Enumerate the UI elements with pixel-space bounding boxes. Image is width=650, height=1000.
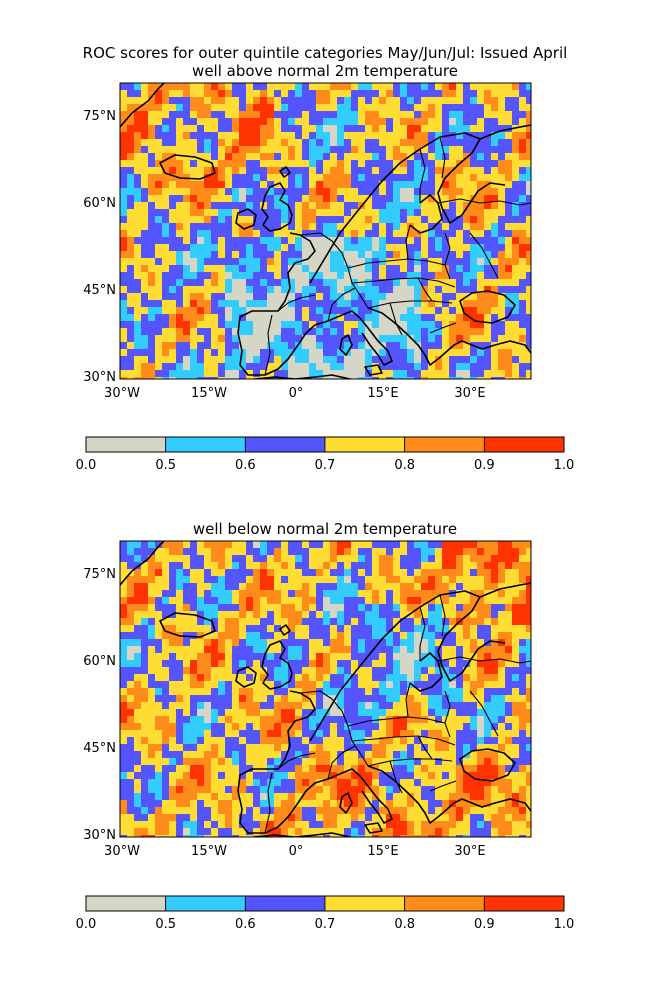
roc-field-above-normal — [120, 83, 531, 379]
colorbar-tick-label: 1.0 — [554, 458, 575, 473]
colorbar-tick-label: 0.5 — [155, 458, 176, 473]
colorbar-segment — [483, 436, 565, 453]
colorbar-tick-label: 0.6 — [235, 458, 256, 473]
map-frame-above-normal — [119, 82, 532, 380]
colorbar-tick-label: 0.9 — [474, 458, 495, 473]
colorbar-segment — [404, 895, 485, 912]
axis-ticks-below-normal: 75°N 60°N 45°N 30°N30°W 15°W 0° 15°E 30°E — [83, 567, 485, 859]
colorbar-tick-label: 0.8 — [394, 458, 415, 473]
lon-tick-label: 15°W — [191, 844, 227, 859]
colorbar-below-normal: 0.0 0.5 0.6 0.7 0.8 0.9 1.0 — [76, 895, 575, 932]
lon-tick-label: 30°E — [454, 844, 485, 859]
colorbar-segment — [324, 436, 406, 453]
colorbar-tick-label: 0.7 — [315, 458, 336, 473]
axis-ticks-above-normal: 75°N 60°N 45°N 30°N30°W 15°W 0° 15°E 30°E — [83, 109, 485, 401]
lat-tick-label: 45°N — [83, 283, 116, 298]
lat-tick-label: 60°N — [83, 654, 116, 669]
lon-tick-label: 30°W — [104, 844, 140, 859]
lon-tick-label: 15°E — [367, 844, 398, 859]
lat-tick-label: 75°N — [83, 567, 116, 582]
lon-tick-label: 15°W — [191, 386, 227, 401]
colorbar-tick-label: 0.0 — [76, 458, 97, 473]
map-frame-below-normal — [119, 540, 532, 838]
lon-tick-label: 0° — [289, 844, 304, 859]
panel-title-below-normal: well below normal 2m temperature — [193, 520, 457, 538]
colorbar-tick-label: 0.9 — [474, 917, 495, 932]
colorbar-tick-label: 0.8 — [394, 917, 415, 932]
colorbar-segment — [165, 436, 246, 453]
colorbar-above-normal: 0.0 0.5 0.6 0.7 0.8 0.9 1.0 — [76, 436, 575, 473]
lat-tick-label: 30°N — [83, 370, 116, 385]
colorbar-segment — [483, 895, 565, 912]
figure-title: ROC scores for outer quintile categories… — [83, 44, 568, 62]
colorbar-segment — [324, 895, 406, 912]
lat-tick-label: 30°N — [83, 828, 116, 843]
colorbar-segment — [165, 895, 246, 912]
lat-tick-label: 75°N — [83, 109, 116, 124]
colorbar-segment — [244, 436, 326, 453]
colorbar-tick-label: 0.5 — [155, 917, 176, 932]
lon-tick-label: 0° — [289, 386, 304, 401]
lon-tick-label: 30°E — [454, 386, 485, 401]
colorbar-tick-label: 1.0 — [554, 917, 575, 932]
lon-tick-label: 30°W — [104, 386, 140, 401]
colorbar-segment — [244, 895, 326, 912]
colorbar-tick-label: 0.0 — [76, 917, 97, 932]
map-panel-above-normal: well above normal 2m temperature 75°N 60°… — [76, 62, 575, 473]
roc-field-below-normal — [120, 541, 531, 837]
colorbar-segment — [404, 436, 485, 453]
colorbar-tick-label: 0.7 — [315, 917, 336, 932]
colorbar-segment — [85, 436, 167, 453]
panel-title-above-normal: well above normal 2m temperature — [192, 62, 458, 80]
colorbar-tick-label: 0.6 — [235, 917, 256, 932]
map-panel-below-normal: well below normal 2m temperature 75°N 60°… — [76, 520, 575, 932]
lat-tick-label: 60°N — [83, 196, 116, 211]
lat-tick-label: 45°N — [83, 741, 116, 756]
colorbar-segment — [85, 895, 167, 912]
lon-tick-label: 15°E — [367, 386, 398, 401]
